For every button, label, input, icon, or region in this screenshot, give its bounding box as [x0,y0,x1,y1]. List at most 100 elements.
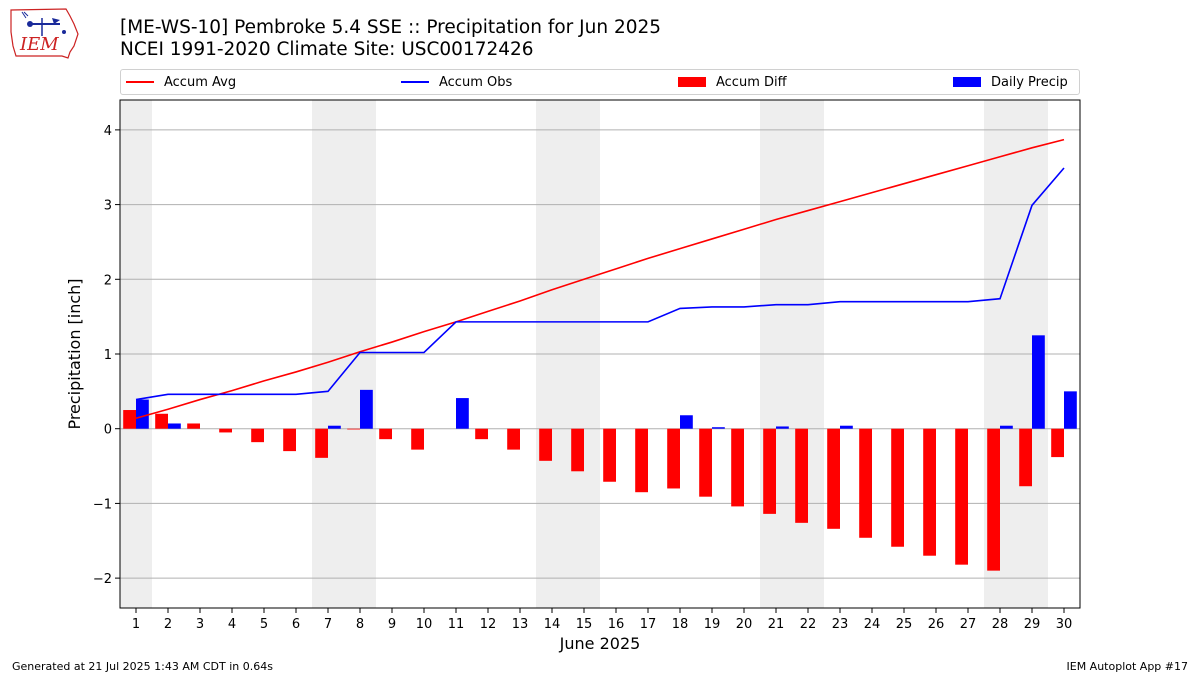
logo-text: IEM [19,34,59,55]
x-tick-label: 8 [356,617,364,632]
accum-diff-bar [155,413,168,429]
daily-precip-bar [776,426,789,429]
y-tick-label: −1 [93,497,112,512]
y-tick-label: 3 [104,199,112,214]
accum-diff-bar [475,428,488,440]
y-tick-label: 1 [104,348,112,363]
accum-diff-bar [827,428,840,529]
daily-precip-bar [840,425,853,429]
title-line-2: NCEI 1991-2020 Climate Site: USC00172426 [120,39,534,60]
legend-label: Accum Obs [439,74,513,90]
daily-precip-bar [712,427,725,429]
accum-diff-bar [667,428,680,489]
accum-diff-bar [1051,428,1064,458]
accum-diff-bar [955,428,968,565]
x-tick-label: 1 [132,617,140,632]
daily-precip-bar [328,425,341,429]
x-tick-label: 28 [992,617,1009,632]
legend-label: Accum Avg [164,74,237,90]
daily-precip-bar [456,398,469,429]
lines [135,138,1065,420]
accum-diff-bar [635,428,648,493]
x-tick-label: 29 [1024,617,1041,632]
accum-diff-bar [795,428,808,523]
accum-diff-bar [347,428,360,430]
x-tick-label: 17 [640,617,657,632]
y-tick-label: 4 [104,124,112,139]
legend-item-daily-precip: Daily Precip [953,70,1068,94]
accum-diff-bar [283,428,296,452]
accum-diff-bar [251,428,264,443]
x-tick-label: 6 [292,617,300,632]
x-tick-label: 27 [960,617,977,632]
x-tick-label: 12 [480,617,497,632]
gridlines [120,129,1080,579]
accum-diff-bar [987,428,1000,571]
daily-precip-bar [1000,425,1013,429]
daily-precip-bar [1064,391,1077,429]
x-tick-label: 18 [672,617,689,632]
daily-precip-bar [680,415,693,429]
accum-diff-bar [891,428,904,547]
x-tick-label: 23 [832,617,849,632]
accum-diff-bar [507,428,520,450]
x-tick-label: 9 [388,617,396,632]
legend-item-accum-diff: Accum Diff [678,70,787,94]
accum-diff-bar [187,423,200,429]
accum-diff-bar [411,428,424,450]
x-tick-label: 25 [896,617,913,632]
footer-app-id: IEM Autoplot App #17 [1066,660,1189,673]
accum-diff-bar [571,428,584,472]
accum-diff-bar [923,428,936,556]
x-tick-label: 22 [800,617,817,632]
legend-label: Accum Diff [716,74,787,90]
x-tick-label: 3 [196,617,204,632]
y-axis-label: Precipitation [inch] [65,278,84,429]
y-tick-label: 2 [104,273,112,288]
x-tick-label: 30 [1056,617,1073,632]
accum-diff-bar [699,428,712,497]
x-tick-label: 4 [228,617,236,632]
legend-swatch [953,77,981,87]
x-tick-label: 24 [864,617,881,632]
x-tick-label: 2 [164,617,172,632]
title-line-1: [ME-WS-10] Pembroke 5.4 SSE :: Precipita… [120,17,662,38]
x-axis-label: June 2025 [559,634,641,653]
accum-diff-bar [123,410,136,429]
iem-logo: IEM [8,6,80,60]
x-tick-label: 10 [416,617,433,632]
accum-diff-bar [219,428,232,433]
y-tick-label: 0 [104,423,112,438]
accum-diff-bar [731,428,744,507]
legend-swatch [678,77,706,87]
accum-diff-bar [379,428,392,440]
legend-item-accum-obs: Accum Obs [401,70,512,94]
bars [123,335,1077,571]
legend-swatch [401,81,429,83]
daily-precip-bar [136,399,149,429]
accum-diff-bar [859,428,872,538]
x-tick-label: 26 [928,617,945,632]
legend: Accum Avg Accum Obs Accum Diff Daily Pre… [120,69,1080,95]
accum-diff-bar [539,428,552,461]
y-tick-label: −2 [93,572,112,587]
legend-swatch [126,81,154,83]
legend-label: Daily Precip [991,74,1068,90]
footer-generated: Generated at 21 Jul 2025 1:43 AM CDT in … [12,660,273,673]
accum-diff-bar [315,428,328,458]
x-tick-label: 20 [736,617,753,632]
iowa-map-weather-station-icon: IEM [10,8,79,59]
x-tick-label: 16 [608,617,625,632]
x-tick-label: 19 [704,617,721,632]
accum-diff-bar [763,428,776,514]
x-tick-label: 14 [544,617,561,632]
x-tick-label: 13 [512,617,529,632]
daily-precip-bar [168,423,181,429]
accum-avg-line [135,138,1065,420]
x-tick-label: 11 [448,617,465,632]
x-tick-label: 5 [260,617,268,632]
x-tick-label: 21 [768,617,785,632]
accum-diff-bar [603,428,616,482]
